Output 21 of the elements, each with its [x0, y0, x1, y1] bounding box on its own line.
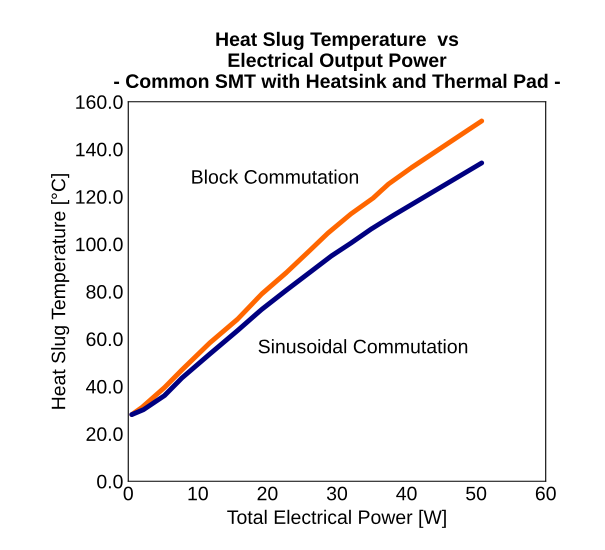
y-tick-label: 0.0 [97, 474, 123, 488]
x-tick-label: 40 [396, 486, 417, 500]
y-tick-label: 140.0 [76, 142, 123, 156]
series-label: Sinusoidal Commutation [258, 339, 468, 354]
x-tick-label: 0 [124, 486, 133, 500]
y-axis-title: Heat Slug Temperature [°C] [51, 174, 70, 409]
y-tick-label: 40.0 [86, 380, 123, 394]
y-tick-label: 160.0 [76, 95, 123, 109]
x-tick-label: 50 [466, 486, 486, 500]
chart-title: Heat Slug Temperature vs Electrical Output Power - Common SMT with Heatsink and Thermal Pad - [114, 32, 560, 88]
y-tick-label: 100.0 [76, 238, 123, 252]
y-tick-label: 20.0 [86, 427, 123, 442]
y-tick-label: 60.0 [86, 332, 123, 346]
x-axis-title: Total Electrical Power [W] [227, 510, 446, 528]
x-tick-label: 20 [258, 486, 278, 500]
y-tick-label: 120.0 [76, 190, 123, 204]
x-tick-label: 30 [326, 486, 348, 500]
x-tick-label: 10 [188, 486, 208, 500]
series-label: Block Commutation [192, 170, 358, 184]
x-tick-label: 60 [536, 486, 556, 500]
y-tick-label: 80.0 [86, 284, 123, 299]
